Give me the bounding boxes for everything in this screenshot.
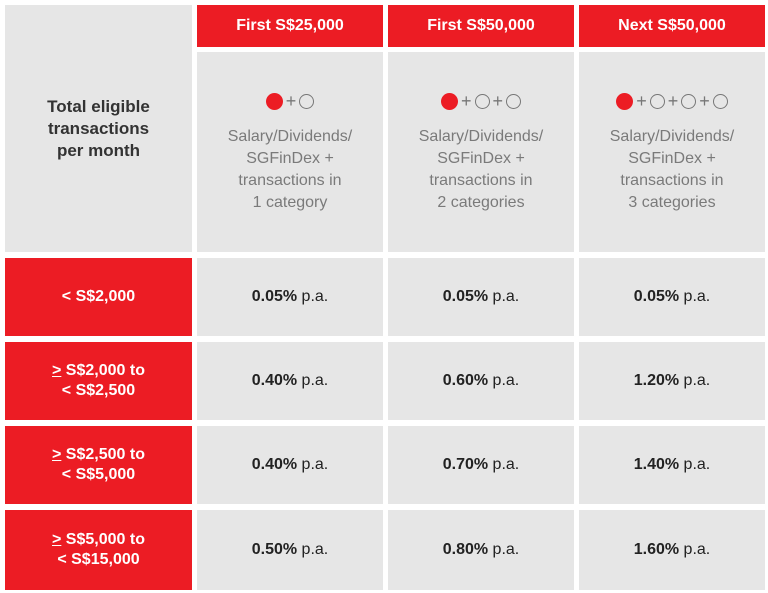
row-label-text: > S$2,500 to: [52, 445, 145, 465]
rate-suffix: p.a.: [297, 372, 329, 389]
column-header-1: First S$25,000: [197, 5, 383, 47]
row-label-text: > S$5,000 to: [52, 530, 145, 550]
row-label-line: S$2,000 to: [61, 362, 145, 379]
desc-line: SGFinDex +: [246, 150, 334, 167]
column-header-label: Next S$50,000: [618, 17, 726, 34]
row-label-2: > S$2,000 to < S$2,500: [5, 342, 192, 420]
column-description-text: Salary/Dividends/ SGFinDex + transaction…: [419, 126, 544, 214]
rate-value: 0.50%: [251, 541, 298, 558]
row-label-text: < S$2,000: [61, 288, 136, 305]
rate-cell: 1.20% p.a.: [579, 342, 765, 420]
requirement-icons: +: [265, 90, 315, 112]
row-label-3: > S$2,500 to < S$5,000: [5, 426, 192, 504]
column-header-label: First S$50,000: [427, 17, 535, 34]
rate-cell: 0.70% p.a.: [388, 426, 574, 504]
salary-filled-circle-icon: [265, 92, 283, 110]
column-description-1: + Salary/Dividends/ SGFinDex + transacti…: [197, 52, 383, 252]
rate-value: 0.05%: [633, 288, 680, 305]
plus-icon: +: [492, 90, 504, 111]
desc-line: transactions in: [620, 172, 724, 189]
column-header-label: First S$25,000: [236, 17, 344, 34]
corner-label-line: Total eligible: [47, 96, 150, 116]
requirement-icons: + +: [440, 90, 522, 112]
rate-cell: 0.05% p.a.: [197, 258, 383, 336]
row-label-4: > S$5,000 to < S$15,000: [5, 510, 192, 590]
rate-cell: 0.05% p.a.: [388, 258, 574, 336]
requirement-icons: + + +: [616, 90, 728, 112]
gte-symbol: >: [52, 362, 62, 379]
corner-label-line: transactions: [47, 118, 150, 138]
row-label-line: S$5,000 to: [61, 531, 145, 548]
row-label-text: > S$2,000 to: [52, 361, 145, 381]
category-empty-circle-icon: [474, 93, 490, 109]
rate-suffix: p.a.: [488, 456, 520, 473]
desc-line: 2 categories: [437, 194, 525, 211]
desc-line: Salary/Dividends/: [227, 128, 353, 145]
corner-label-line: per month: [56, 140, 141, 160]
row-label-line: < S$15,000: [57, 551, 140, 568]
desc-line: 3 categories: [628, 194, 716, 211]
column-description-2: + + Salary/Dividends/ SGFinDex + transac…: [388, 52, 574, 252]
rate-value: 0.40%: [251, 372, 298, 389]
plus-icon: +: [636, 90, 647, 111]
rate-value: 0.80%: [442, 541, 489, 558]
desc-line: transactions in: [429, 172, 533, 189]
rate-suffix: p.a.: [488, 372, 520, 389]
rate-cell: 0.40% p.a.: [197, 342, 383, 420]
desc-line: SGFinDex +: [628, 150, 716, 167]
column-description-text: Salary/Dividends/ SGFinDex + transaction…: [228, 126, 353, 214]
rate-cell: 1.60% p.a.: [579, 510, 765, 590]
rate-cell: 0.50% p.a.: [197, 510, 383, 590]
plus-icon: +: [460, 90, 472, 111]
rate-cell: 0.40% p.a.: [197, 426, 383, 504]
rate-cell: 0.05% p.a.: [579, 258, 765, 336]
rate-suffix: p.a.: [488, 541, 520, 558]
desc-line: transactions in: [238, 172, 342, 189]
plus-icon: +: [699, 90, 710, 111]
rate-suffix: p.a.: [679, 288, 711, 305]
desc-line: Salary/Dividends/: [418, 128, 544, 145]
category-empty-circle-icon: [506, 93, 522, 109]
category-empty-circle-icon: [712, 93, 728, 109]
category-empty-circle-icon: [299, 93, 315, 109]
rate-value: 0.40%: [251, 456, 298, 473]
rate-cell: 0.60% p.a.: [388, 342, 574, 420]
rate-cell: 0.80% p.a.: [388, 510, 574, 590]
row-label-line: S$2,500 to: [61, 446, 145, 463]
salary-filled-circle-icon: [440, 92, 458, 110]
rate-suffix: p.a.: [297, 288, 329, 305]
rate-value: 0.70%: [442, 456, 489, 473]
rate-suffix: p.a.: [679, 372, 711, 389]
plus-icon: +: [285, 90, 297, 111]
desc-line: 1 category: [252, 194, 328, 211]
row-label-line: < S$2,500: [61, 382, 136, 399]
desc-line: SGFinDex +: [437, 150, 525, 167]
rate-cell: 1.40% p.a.: [579, 426, 765, 504]
row-label-1: < S$2,000: [5, 258, 192, 336]
corner-header: Total eligible transactions per month: [5, 5, 192, 252]
salary-filled-circle-icon: [616, 92, 634, 110]
desc-line: Salary/Dividends/: [609, 128, 735, 145]
rate-suffix: p.a.: [297, 541, 329, 558]
row-label-line: < S$5,000: [61, 466, 136, 483]
rate-value: 0.05%: [251, 288, 298, 305]
column-description-text: Salary/Dividends/ SGFinDex + transaction…: [610, 126, 735, 214]
rate-value: 0.60%: [442, 372, 489, 389]
gte-symbol: >: [52, 531, 62, 548]
rate-suffix: p.a.: [679, 541, 711, 558]
rate-value: 1.20%: [633, 372, 680, 389]
rate-suffix: p.a.: [679, 456, 711, 473]
column-header-3: Next S$50,000: [579, 5, 765, 47]
rate-value: 1.60%: [633, 541, 680, 558]
column-description-3: + + + Salary/Dividends/ SGFinDex + trans…: [579, 52, 765, 252]
plus-icon: +: [667, 90, 679, 111]
category-empty-circle-icon: [649, 93, 665, 109]
column-header-2: First S$50,000: [388, 5, 574, 47]
category-empty-circle-icon: [681, 93, 697, 109]
gte-symbol: >: [52, 446, 62, 463]
rate-value: 0.05%: [442, 288, 489, 305]
rate-suffix: p.a.: [297, 456, 329, 473]
rate-value: 1.40%: [633, 456, 680, 473]
rate-suffix: p.a.: [488, 288, 520, 305]
